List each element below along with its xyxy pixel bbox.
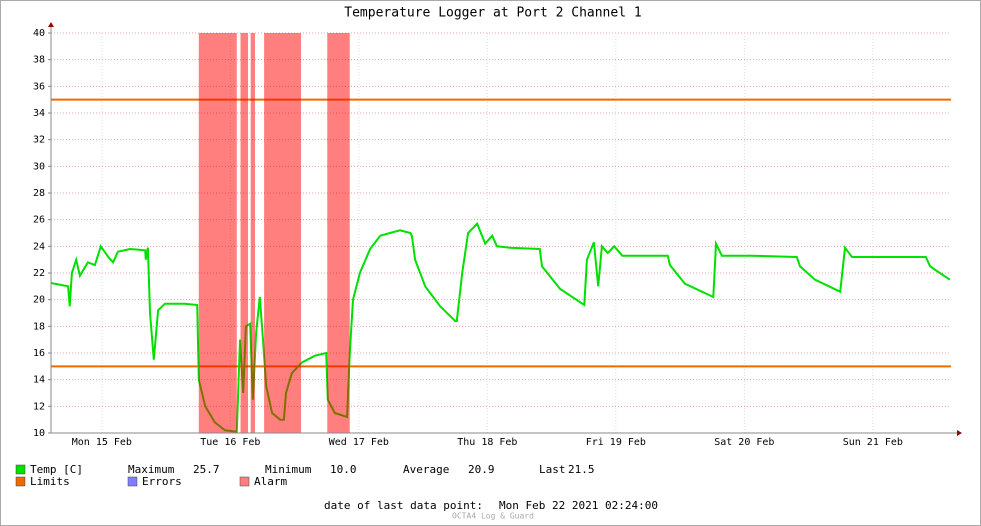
- alarm-region: [327, 33, 350, 433]
- stat-label: Average: [403, 463, 449, 476]
- stat-label: Maximum: [128, 463, 175, 476]
- x-tick-label: Fri 19 Feb: [586, 437, 646, 448]
- x-tick-label: Wed 17 Feb: [329, 437, 389, 448]
- y-tick-label: 10: [33, 428, 45, 439]
- stat-label: Minimum: [265, 463, 312, 476]
- y-tick-label: 12: [33, 401, 45, 412]
- stat-value: 20.9: [468, 463, 495, 476]
- y-tick-label: 16: [33, 348, 45, 359]
- legend-label: Temp [C]: [30, 463, 83, 476]
- stat-value: 21.5: [568, 463, 595, 476]
- y-tick-label: 38: [33, 55, 45, 66]
- footer-label: date of last data point:: [324, 499, 483, 512]
- legend-swatch: [15, 476, 26, 487]
- y-tick-label: 34: [33, 108, 45, 119]
- legend-label: Alarm: [254, 475, 287, 488]
- legend-swatch: [15, 464, 26, 475]
- x-tick-label: Thu 18 Feb: [457, 437, 517, 448]
- stat-value: 25.7: [193, 463, 220, 476]
- legend-swatch: [239, 476, 250, 487]
- stat-value: 10.0: [330, 463, 357, 476]
- x-tick-label: Sun 21 Feb: [843, 437, 903, 448]
- y-tick-label: 30: [33, 161, 45, 172]
- alarm-region: [264, 33, 302, 433]
- y-tick-label: 20: [33, 295, 45, 306]
- y-tick-label: 40: [33, 28, 45, 39]
- axis-arrow: [48, 22, 54, 27]
- x-tick-label: Sat 20 Feb: [714, 437, 774, 448]
- y-tick-label: 14: [33, 375, 45, 386]
- y-tick-label: 18: [33, 321, 45, 332]
- chart-title: Temperature Logger at Port 2 Channel 1: [344, 6, 641, 21]
- y-tick-label: 36: [33, 81, 45, 92]
- alarm-region: [240, 33, 249, 433]
- x-tick-label: Tue 16 Feb: [200, 437, 260, 448]
- legend-label: Limits: [30, 475, 70, 488]
- y-tick-label: 32: [33, 135, 45, 146]
- x-tick-label: Mon 15 Feb: [72, 437, 132, 448]
- alarm-region: [198, 33, 237, 433]
- axis-arrow: [957, 430, 962, 436]
- footer-value: Mon Feb 22 2021 02:24:00: [499, 499, 658, 512]
- y-tick-label: 24: [33, 241, 45, 252]
- legend-label: Errors: [142, 475, 182, 488]
- stat-label: Last: [539, 463, 566, 476]
- y-tick-label: 22: [33, 268, 45, 279]
- y-tick-label: 28: [33, 188, 45, 199]
- y-tick-label: 26: [33, 215, 45, 226]
- data-line: [50, 221, 951, 433]
- credit: OCTA4 Log & Guard: [452, 512, 534, 521]
- legend-swatch: [127, 476, 138, 487]
- alarm-region: [250, 33, 255, 433]
